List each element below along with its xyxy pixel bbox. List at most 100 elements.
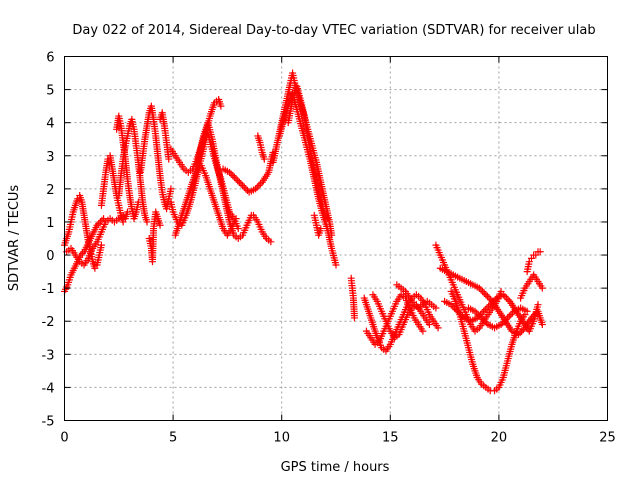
data-point [538, 284, 546, 292]
data-point [481, 317, 489, 325]
data-point [508, 309, 516, 317]
data-series-arc-19 [284, 82, 331, 223]
y-tick-label: 1 [46, 216, 54, 231]
y-tick-label: 0 [46, 249, 54, 264]
x-tick-label: 5 [169, 431, 177, 446]
data-series-arc-20 [310, 211, 325, 239]
y-tick-label: -1 [42, 282, 55, 297]
data-point [93, 221, 101, 229]
x-tick-label: 10 [273, 431, 290, 446]
data-point [317, 225, 325, 233]
data-point [504, 314, 512, 322]
data-point [350, 314, 358, 322]
data-point [242, 185, 250, 193]
data-point [497, 321, 505, 329]
data-point [507, 311, 515, 319]
data-point [482, 319, 490, 327]
data-point [229, 172, 237, 180]
data-point [534, 301, 542, 309]
data-point [156, 221, 164, 229]
data-point [499, 291, 507, 299]
data-point [485, 302, 493, 310]
y-tick-label: -4 [42, 381, 55, 396]
data-point [332, 261, 340, 269]
data-series-arc-6 [113, 112, 142, 223]
chart-title: Day 022 of 2014, Sidereal Day-to-day VTE… [72, 23, 595, 38]
data-point [237, 180, 245, 188]
data-point [217, 102, 225, 110]
data-point [230, 173, 238, 181]
data-point [479, 316, 487, 324]
data-point [504, 296, 512, 304]
data-point [481, 306, 489, 314]
data-series-arc-25 [393, 281, 440, 312]
data-point [425, 321, 433, 329]
data-series-arc-31 [523, 248, 544, 276]
y-tick-label: 3 [46, 150, 54, 165]
data-point [471, 307, 479, 315]
data-series-arc-3 [63, 211, 127, 269]
data-point [232, 215, 240, 223]
data-point [479, 287, 487, 295]
data-point [323, 215, 331, 223]
data-series-arc-15 [249, 211, 275, 246]
data-point [97, 241, 105, 249]
data-series-arc-16 [254, 132, 268, 163]
data-point [501, 292, 509, 300]
data-point [252, 185, 260, 193]
data-point [473, 309, 481, 317]
data-point [476, 312, 484, 320]
data-point [500, 317, 508, 325]
data-point [505, 312, 513, 320]
data-point [240, 183, 248, 191]
data-point [482, 291, 490, 299]
data-point [483, 292, 491, 300]
data-point [227, 170, 235, 178]
y-tick-labels: -5 -4 -3 -2 -1 0 1 2 3 4 5 6 [42, 51, 55, 430]
data-series-arc-30 [517, 271, 546, 302]
data-marks [61, 69, 546, 395]
data-series-arc-18 [276, 89, 340, 269]
data-point [234, 225, 242, 233]
data-point [253, 183, 261, 191]
data-point [483, 304, 491, 312]
data-point [167, 185, 175, 193]
x-tick-label: 20 [491, 431, 508, 446]
data-point [260, 155, 268, 163]
data-point [475, 284, 483, 292]
x-tick-labels: 0 5 10 15 20 25 [60, 431, 615, 446]
data-point [523, 307, 531, 315]
data-point [489, 297, 497, 305]
data-point [143, 218, 151, 226]
x-axis-label: GPS time / hours [281, 460, 390, 475]
data-point [434, 324, 442, 332]
data-point [477, 286, 485, 294]
data-point [95, 220, 103, 228]
x-tick-label: 25 [599, 431, 616, 446]
y-tick-label: -2 [42, 315, 55, 330]
y-tick-label: 5 [46, 84, 54, 99]
data-point [503, 294, 511, 302]
data-point [235, 178, 243, 186]
data-point [234, 177, 242, 185]
data-point [486, 301, 494, 309]
data-point [232, 175, 240, 183]
data-point [536, 248, 544, 256]
y-axis-label: SDTVAR / TECUs [7, 185, 22, 292]
data-point [419, 327, 427, 335]
data-point [165, 155, 173, 163]
data-point [78, 249, 86, 257]
x-tick-label: 0 [60, 431, 68, 446]
data-point [499, 319, 507, 327]
data-series-arc-10 [167, 96, 225, 176]
data-point [485, 294, 493, 302]
y-tick-label: -5 [42, 415, 55, 430]
data-point [226, 168, 234, 176]
data-point [239, 182, 247, 190]
data-point [502, 316, 510, 324]
data-point [491, 296, 499, 304]
y-tick-label: -3 [42, 348, 55, 363]
y-tick-label: 6 [46, 51, 54, 66]
y-tick-label: 2 [46, 183, 54, 198]
data-point [255, 182, 263, 190]
